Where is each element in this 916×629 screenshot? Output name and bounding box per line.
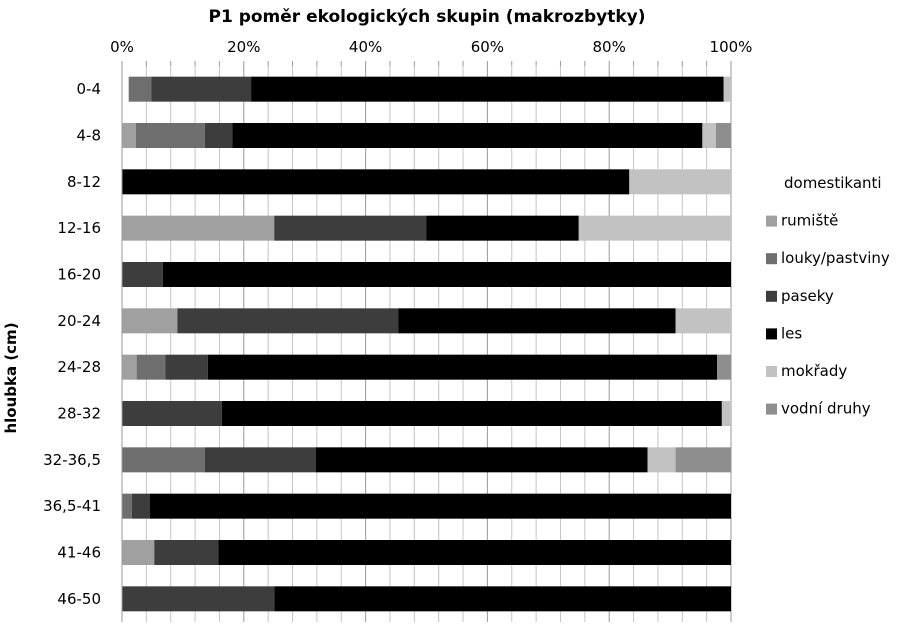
bar-segment	[177, 308, 399, 334]
x-tick-label: 0%	[110, 38, 134, 56]
bar-segment	[204, 123, 233, 148]
bar-segment	[128, 76, 152, 102]
bar-segment	[251, 76, 724, 102]
legend-label: vodní druhy	[781, 400, 871, 418]
bar-segment	[675, 308, 731, 334]
x-tick-label: 100%	[710, 38, 753, 56]
bar-segment	[122, 215, 275, 241]
bar-segment	[122, 76, 129, 102]
chart-title: P1 poměr ekologických skupin (makrozbytk…	[208, 7, 645, 27]
bar-segment	[122, 493, 132, 519]
y-tick-label: 41-46	[57, 544, 101, 562]
bar-segment	[274, 586, 731, 612]
bar-segment	[204, 447, 316, 473]
bar-segment	[578, 215, 731, 241]
bar-segment	[150, 493, 731, 519]
bar-segment	[426, 215, 579, 241]
legend-swatch	[766, 328, 777, 340]
legend-label: paseky	[781, 287, 834, 305]
legend-label: les	[781, 324, 802, 342]
bar-segment	[122, 123, 137, 148]
grid-layer	[121, 66, 732, 622]
y-tick-label: 24-28	[57, 358, 101, 376]
bar-segment	[122, 401, 222, 426]
legend-label: mokřady	[781, 362, 847, 380]
bar-segment	[162, 262, 732, 287]
bar-segment	[122, 169, 630, 195]
legend: domestikanti rumiště louky/pastviny paseky l…	[766, 174, 890, 418]
x-tick-label: 80%	[593, 38, 626, 56]
bar-segment	[721, 401, 731, 426]
y-tick-label: 32-36,5	[43, 451, 101, 469]
legend-swatch	[766, 253, 777, 265]
bar-segment	[136, 123, 205, 148]
bar-segment	[715, 123, 731, 148]
bar-segment	[675, 447, 731, 473]
x-tick-label: 60%	[471, 38, 504, 56]
bar-segment	[218, 540, 732, 565]
bar-segment	[274, 215, 427, 241]
bar-segment	[136, 354, 166, 380]
y-tick-label: 12-16	[57, 219, 101, 237]
axis-layer: 0% 20% 40% 60% 80% 100% 0-4 4-8 8-12 12-16 16-20 20…	[43, 38, 752, 622]
y-tick-label: 4-8	[77, 127, 102, 145]
bar-segment	[221, 401, 722, 426]
x-tick-label: 20%	[227, 38, 260, 56]
bar-segment	[232, 123, 703, 148]
legend-label: domestikanti	[784, 174, 882, 192]
legend-swatch	[766, 290, 777, 302]
legend-swatch	[766, 215, 777, 227]
bar-segment	[723, 76, 731, 102]
bar-segment	[122, 540, 155, 565]
bar-segment	[398, 308, 676, 334]
bar-segment	[122, 354, 137, 380]
y-tick-label: 20-24	[57, 312, 101, 330]
bar-segment	[122, 308, 178, 334]
legend-swatch	[766, 366, 777, 377]
bar-segment	[207, 354, 717, 380]
bar-segment	[702, 123, 716, 148]
bar-segment	[315, 447, 648, 473]
y-tick-label: 8-12	[67, 173, 101, 191]
bar-segment	[154, 540, 219, 565]
bar-segment	[629, 169, 731, 195]
y-tick-label: 0-4	[77, 80, 102, 98]
y-tick-label: 28-32	[57, 405, 101, 423]
y-tick-label: 46-50	[57, 590, 101, 608]
bar-segment	[131, 493, 151, 519]
bar-segment	[647, 447, 676, 473]
bar-segment	[122, 447, 205, 473]
legend-label: rumiště	[781, 212, 838, 230]
bar-segment	[165, 354, 208, 380]
y-tick-label: 16-20	[57, 266, 101, 284]
bar-segment	[716, 354, 731, 380]
x-tick-label: 40%	[349, 38, 382, 56]
bar-segment	[122, 586, 275, 612]
legend-swatch	[766, 403, 777, 415]
legend-label: louky/pastviny	[781, 249, 890, 267]
y-tick-label: 36,5-41	[43, 497, 101, 515]
bar-segment	[151, 76, 252, 102]
bar-segment	[122, 262, 163, 287]
bars-layer	[122, 76, 732, 612]
y-axis-label: hloubka (cm)	[2, 322, 20, 433]
